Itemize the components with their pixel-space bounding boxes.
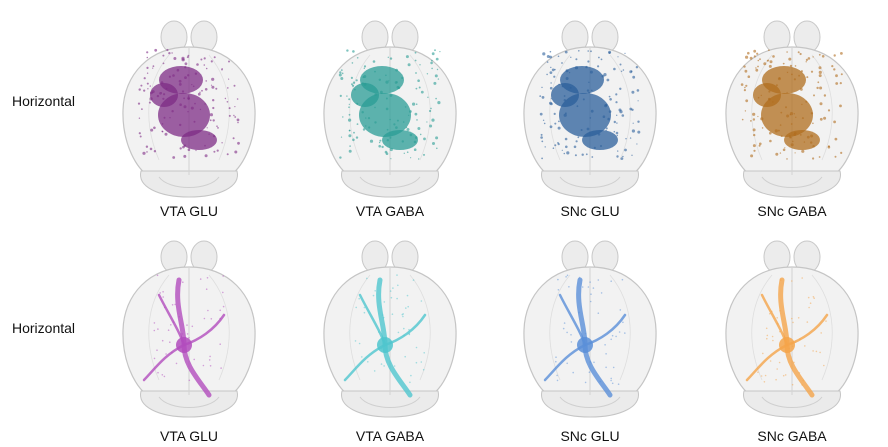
caption-vta-gaba-bottom: VTA GABA (355, 428, 425, 444)
caption-snc-gaba-bottom: SNc GABA (757, 428, 827, 444)
brain-panel-1-0 (122, 240, 256, 418)
brain-panel-0-3 (725, 20, 859, 198)
brain-panel-0-1 (323, 20, 457, 198)
caption-snc-gaba-top: SNc GABA (757, 203, 827, 219)
caption-vta-glu-bottom: VTA GLU (159, 428, 219, 444)
brain-panels (122, 20, 859, 418)
brain-panel-1-3 (725, 240, 859, 418)
brain-panel-1-2 (523, 240, 657, 418)
brain-panel-0-0 (122, 20, 256, 198)
caption-vta-gaba-top: VTA GABA (355, 203, 425, 219)
caption-vta-glu-top: VTA GLU (159, 203, 219, 219)
caption-snc-glu-bottom: SNc GLU (560, 428, 620, 444)
row-label-horizontal-top: Horizontal (12, 93, 76, 109)
row-label-horizontal-bottom: Horizontal (12, 320, 76, 336)
brain-panel-0-2 (523, 20, 657, 198)
brain-panel-1-1 (323, 240, 457, 418)
caption-snc-glu-top: SNc GLU (560, 203, 620, 219)
